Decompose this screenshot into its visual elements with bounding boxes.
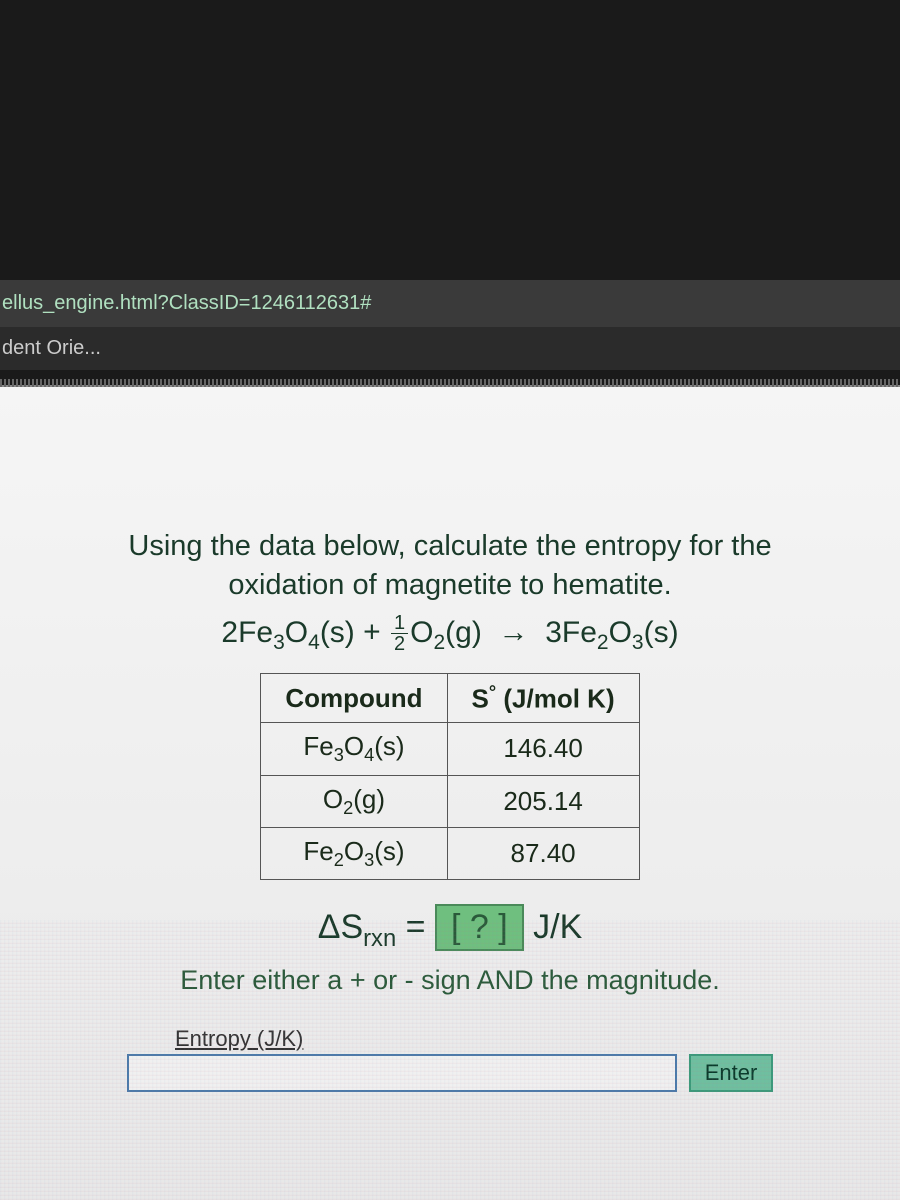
table-row: Fe2O3(s) 87.40 [261, 827, 639, 879]
input-label: Entropy (J/K) [175, 1026, 375, 1052]
table-row: O2(g) 205.14 [261, 775, 639, 827]
table-cell-compound: Fe2O3(s) [261, 827, 447, 879]
table-row: Fe3O4(s) 146.40 [261, 723, 639, 775]
eq-fraction-num: 1 [391, 613, 408, 634]
entropy-input[interactable] [127, 1054, 677, 1092]
content-frame: Using the data below, calculate the entr… [0, 385, 900, 1200]
browser-top-dark-area [0, 0, 900, 280]
question-line-1: Using the data below, calculate the entr… [128, 530, 771, 562]
table-cell-value: 87.40 [447, 827, 639, 879]
entropy-data-table: Compound S° (J/mol K) Fe3O4(s) 146.40 O2… [260, 673, 639, 880]
input-instruction: Enter either a + or - sign AND the magni… [25, 965, 875, 996]
question-line-2: oxidation of magnetite to hematite. [228, 569, 671, 601]
answer-template: ΔSrxn = [ ? ] J/K [25, 904, 875, 953]
table-cell-compound: O2(g) [261, 775, 447, 827]
answer-unit: J/K [533, 908, 582, 946]
eq-plus: + [363, 616, 381, 649]
eq-product: 3Fe2O3(s) [545, 616, 678, 649]
delta-s-symbol: ΔSrxn [318, 908, 396, 946]
eq-fraction-den: 2 [391, 634, 408, 654]
tab-strip: dent Orie... [0, 327, 900, 370]
chemical-equation: 2Fe3O4(s) + 1 2 O2(g) → 3Fe2O3(s) [25, 613, 875, 654]
eq-fraction: 1 2 [391, 613, 408, 654]
table-cell-value: 205.14 [447, 775, 639, 827]
table-header-row: Compound S° (J/mol K) [261, 673, 639, 723]
input-area: Entropy (J/K) Enter [25, 1026, 875, 1092]
browser-chrome: ellus_engine.html?ClassID=1246112631# de… [0, 0, 900, 370]
enter-button[interactable]: Enter [689, 1054, 774, 1092]
eq-reactant-2: O2(g) [410, 616, 482, 649]
table-header-entropy: S° (J/mol K) [447, 673, 639, 723]
table-cell-compound: Fe3O4(s) [261, 723, 447, 775]
url-text: ellus_engine.html?ClassID=1246112631# [0, 292, 371, 314]
table-header-compound: Compound [261, 673, 447, 723]
eq-arrow: → [499, 616, 529, 649]
question-prompt: Using the data below, calculate the entr… [25, 527, 875, 605]
tab-label[interactable]: dent Orie... [2, 337, 101, 359]
answer-placeholder-box: [ ? ] [435, 904, 524, 951]
input-row: Enter [25, 1054, 875, 1092]
table-cell-value: 146.40 [447, 723, 639, 775]
eq-reactant-1: 2Fe3O4(s) [221, 616, 354, 649]
url-bar[interactable]: ellus_engine.html?ClassID=1246112631# [0, 280, 900, 327]
equals-sign: = [406, 908, 426, 946]
